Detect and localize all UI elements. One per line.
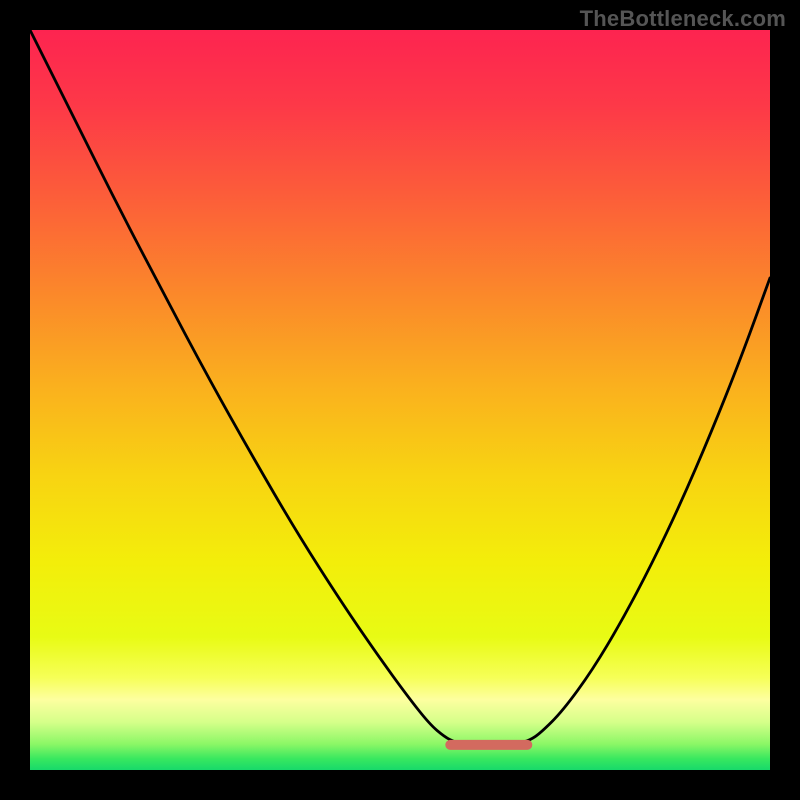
chart-frame: TheBottleneck.com bbox=[0, 0, 800, 800]
bottleneck-curve bbox=[30, 30, 770, 745]
plot-area bbox=[30, 30, 770, 770]
watermark-text: TheBottleneck.com bbox=[580, 6, 786, 32]
curve-layer bbox=[30, 30, 770, 770]
